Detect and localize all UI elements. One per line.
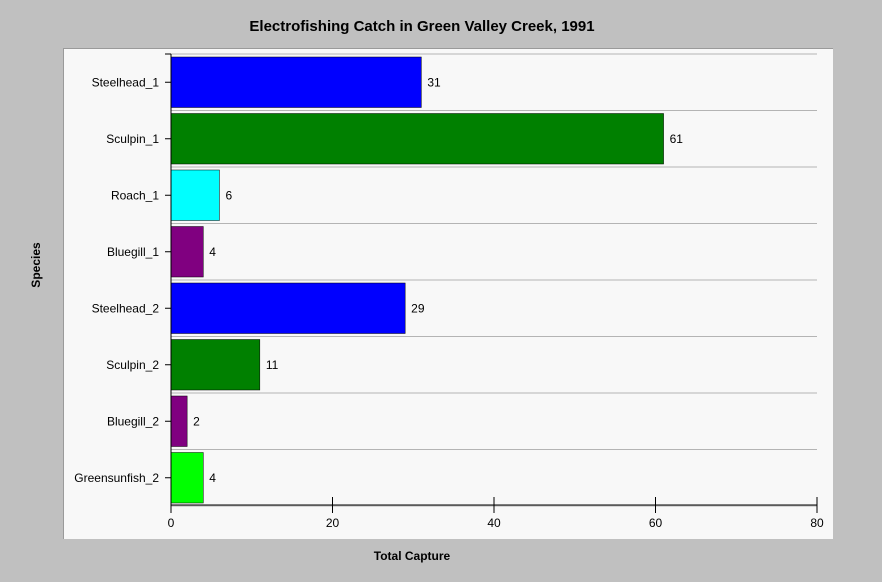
data-label: 6 — [225, 188, 232, 202]
bar-steelhead-1 — [170, 56, 422, 108]
x-tick-label: 40 — [487, 516, 501, 530]
bar-bluegill-1 — [170, 226, 204, 278]
bar-sculpin-1 — [170, 113, 664, 165]
data-label: 31 — [427, 75, 441, 89]
chart-title: Electrofishing Catch in Green Valley Cre… — [249, 18, 595, 35]
x-axis-title: Total Capture — [373, 549, 451, 563]
data-label: 2 — [193, 414, 200, 428]
bar-sculpin-2 — [170, 339, 261, 391]
category-label: Sculpin_2 — [106, 358, 159, 372]
category-label: Bluegill_2 — [107, 414, 159, 428]
x-tick-label: 80 — [810, 516, 824, 530]
bar-steelhead-2 — [170, 282, 406, 334]
data-label: 29 — [411, 301, 425, 315]
bar-bluegill-2 — [170, 395, 188, 447]
category-label: Greensunfish_2 — [74, 471, 159, 485]
data-label: 11 — [266, 358, 279, 372]
bar-greensunfish-2 — [170, 452, 204, 504]
bar-roach-1 — [170, 169, 220, 221]
data-label: 4 — [209, 245, 216, 259]
x-tick-label: 0 — [168, 516, 175, 530]
category-label: Bluegill_1 — [107, 245, 159, 259]
category-label: Sculpin_1 — [106, 132, 159, 146]
data-label: 4 — [209, 471, 216, 485]
x-tick-label: 60 — [649, 516, 663, 530]
category-label: Roach_1 — [111, 188, 159, 202]
data-label: 61 — [670, 132, 684, 146]
x-tick-label: 20 — [326, 516, 340, 530]
category-label: Steelhead_2 — [92, 301, 160, 315]
category-label: Steelhead_1 — [92, 75, 160, 89]
